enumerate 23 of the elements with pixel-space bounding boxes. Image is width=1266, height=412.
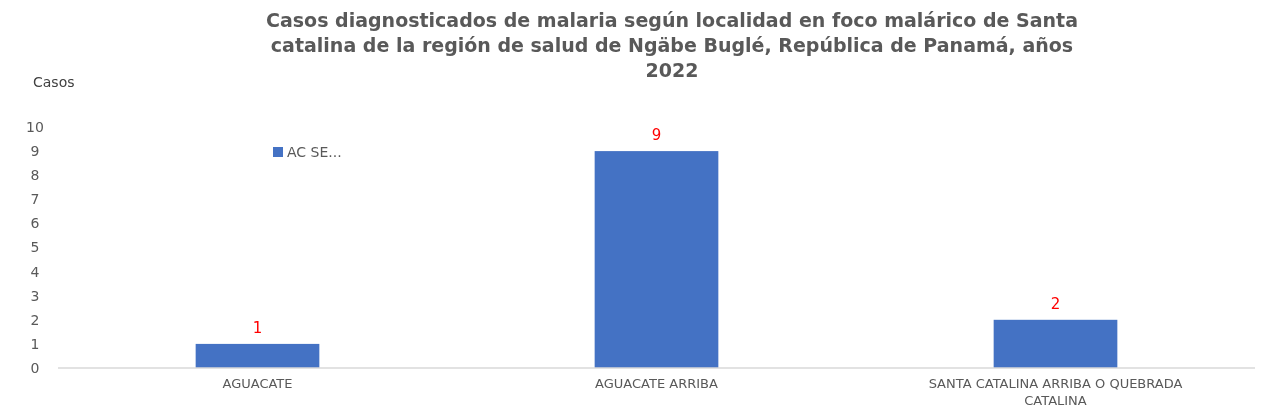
y-tick-label: 2 bbox=[30, 311, 40, 328]
data-label: 9 bbox=[651, 126, 662, 145]
data-label: 1 bbox=[252, 318, 263, 337]
data-label: 2 bbox=[1050, 294, 1061, 313]
y-tick-label: 1 bbox=[30, 335, 40, 352]
y-axis-title: Casos bbox=[33, 74, 75, 90]
bar bbox=[993, 319, 1118, 368]
y-tick-label: 0 bbox=[30, 359, 40, 376]
y-tick-label: 6 bbox=[30, 215, 40, 232]
legend-label: AC SE... bbox=[287, 143, 342, 160]
x-tick-label: SANTA CATALINA ARRIBA O QUEBRADA CATALINA bbox=[928, 376, 1183, 408]
bar bbox=[594, 151, 719, 368]
bar bbox=[195, 343, 320, 368]
y-tick-label: 3 bbox=[30, 287, 40, 304]
y-tick-label: 7 bbox=[30, 191, 40, 208]
y-tick-label: 8 bbox=[30, 167, 40, 184]
y-tick-label: 4 bbox=[30, 263, 40, 280]
chart-title: Casos diagnosticados de malaria según localidad en foco malárico de Santa catalina de la región de salud de Ngäbe Buglé, República de Panamá, años 2022 bbox=[266, 9, 1078, 81]
x-tick-label: AGUACATE bbox=[222, 376, 293, 391]
x-tick-label: AGUACATE ARRIBA bbox=[595, 376, 718, 391]
y-tick-label: 5 bbox=[30, 239, 40, 256]
y-tick-label: 9 bbox=[30, 143, 40, 159]
y-tick-label: 10 bbox=[26, 118, 44, 135]
